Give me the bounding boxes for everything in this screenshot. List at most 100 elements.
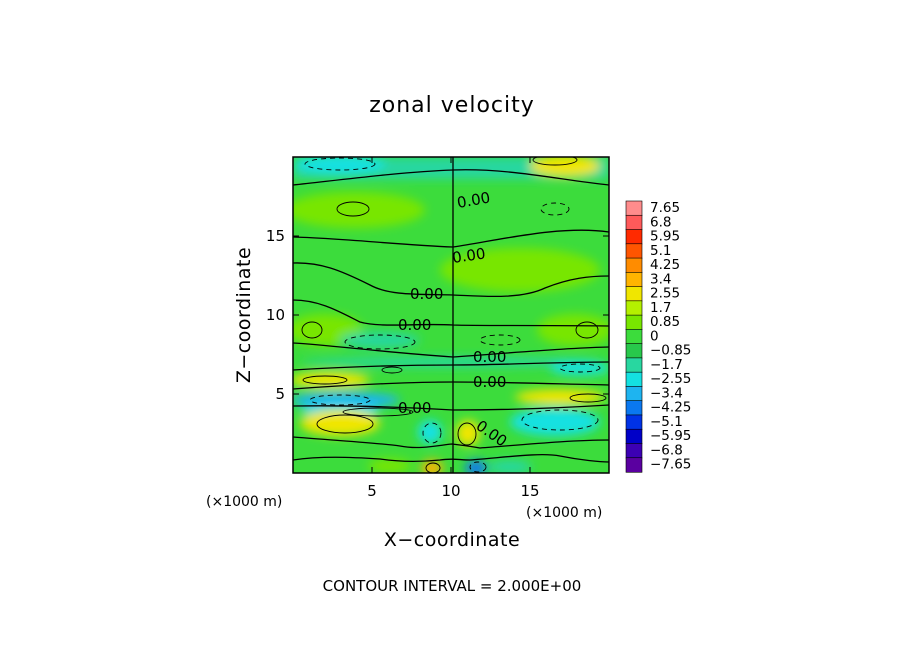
colorbar-swatch	[625, 386, 643, 402]
colorbar-label: 3.4	[650, 271, 671, 287]
contour-interval-note: CONTOUR INTERVAL = 2.000E+00	[323, 577, 582, 595]
contour-loop-negative	[422, 422, 442, 444]
contour-loop-negative	[540, 202, 570, 216]
contour-loop-negative	[304, 157, 376, 171]
colorbar-swatch	[625, 314, 643, 330]
contour-loop	[425, 462, 441, 473]
colorbar-label: 5.1	[650, 243, 671, 259]
field-patch-cyan-right	[550, 361, 609, 375]
colorbar-swatch	[625, 343, 643, 359]
contour-line	[293, 436, 609, 449]
field-patch-lime-upper-left	[293, 192, 425, 228]
contour-loop	[342, 407, 414, 417]
field-patch-lime-bottom-left	[368, 459, 412, 473]
colorbar-swatches	[625, 200, 643, 473]
field-patch-yellow-top-right	[530, 157, 600, 177]
colorbar-label: −1.7	[650, 357, 683, 373]
colorbar-label: 4.25	[650, 257, 680, 273]
contour-line	[293, 454, 609, 463]
y-tick-label: 15	[266, 227, 285, 245]
field-patch-cyan-center	[300, 357, 600, 367]
field-patch-cyan-top-left	[295, 157, 385, 174]
contour-label: 0.00	[473, 373, 506, 391]
y-ticks	[293, 235, 609, 395]
colorbar-label: −0.85	[650, 343, 691, 359]
y-axis: 5 10 15	[266, 227, 609, 403]
colorbar-swatch	[625, 428, 643, 445]
x-axis: 5 10 15	[367, 157, 540, 500]
colorbar-label: 5.95	[650, 229, 680, 245]
x-tick-label: 15	[520, 482, 539, 500]
colorbar-swatch	[625, 272, 643, 288]
contour-loop	[575, 321, 599, 339]
field-patch-yellow-left	[293, 372, 370, 388]
colorbar-label: −6.8	[650, 442, 683, 458]
x-unit-label-left: (×1000 m)	[206, 494, 282, 510]
field-patch-cyan-center-left	[418, 420, 442, 444]
contour-loop	[381, 366, 403, 374]
x-tick-label: 10	[441, 482, 460, 500]
contour-line	[293, 299, 609, 327]
colorbar-swatch	[625, 443, 643, 459]
x-tick-labels: 5 10 15	[367, 482, 539, 500]
contour-loop	[301, 321, 323, 339]
contour-loop-negative	[309, 394, 371, 406]
colorbar-label: −4.25	[650, 400, 691, 416]
contour-loop	[302, 375, 348, 385]
field-patch-yellow-lower-left	[300, 410, 380, 436]
x-tick-label: 5	[367, 482, 377, 500]
contour-lines-dashed	[304, 157, 601, 473]
colorbar-swatch	[625, 243, 643, 259]
colorbar-labels: 7.656.85.955.14.253.42.551.70.850−0.85−1…	[650, 200, 691, 473]
colorbar-swatch	[625, 200, 643, 216]
colorbar-label: 0.85	[650, 314, 680, 330]
colorbar-swatch	[625, 357, 643, 373]
field-patch-yellow-right	[515, 389, 605, 405]
colorbar-swatch	[625, 329, 643, 345]
colorbar-label: −2.55	[650, 371, 691, 387]
colorbar-swatch	[625, 457, 643, 473]
colorbar-swatch	[625, 229, 643, 245]
colorbar-label: −7.65	[650, 457, 691, 473]
y-tick-labels: 5 10 15	[266, 227, 285, 403]
colorbar-label: −3.4	[650, 385, 683, 401]
contour-loop	[457, 422, 477, 446]
colorbar-label: 6.8	[650, 214, 671, 230]
x-unit-label-right: (×1000 m)	[526, 505, 602, 521]
colorbar-label: −5.1	[650, 414, 683, 430]
contour-loop-negative	[479, 334, 521, 346]
colorbar-label: 2.55	[650, 286, 680, 302]
chart-title: zonal velocity	[369, 93, 535, 118]
contour-loop	[336, 201, 370, 217]
colorbar-swatch	[625, 214, 643, 231]
colorbar-swatch	[625, 371, 643, 388]
colorbar-label: 0	[650, 328, 659, 344]
x-axis-title: X−coordinate	[384, 529, 520, 551]
colorbar-label: −5.95	[650, 428, 691, 444]
field-patch-blue-bottom	[465, 460, 487, 473]
field-patch-cyan-bottom-right	[488, 460, 532, 473]
field-patch-cyan-lower-right	[510, 408, 600, 436]
contour-loop-negative	[344, 334, 416, 350]
x-ticks	[371, 157, 531, 473]
contour-label: 0.00	[473, 348, 506, 366]
y-axis-title: Z−coordinate	[233, 247, 255, 383]
contour-lines	[293, 157, 609, 473]
colorbar-swatch	[625, 257, 643, 273]
y-tick-label: 10	[266, 306, 285, 324]
colorbar-swatch	[625, 300, 643, 316]
contour-loop	[316, 414, 374, 434]
colorbar-label: 7.65	[650, 200, 680, 216]
field-patch-lime-mid-right	[537, 314, 609, 346]
contour-label: 0.00	[410, 285, 443, 303]
contour-label: 0.00	[451, 244, 487, 266]
field-patch-lime-upper-right	[440, 248, 600, 292]
contour-label: 0.00	[456, 188, 492, 212]
colorbar-swatch	[625, 414, 643, 430]
colorbar-label: 1.7	[650, 300, 671, 316]
contour-label: 0.00	[398, 399, 431, 417]
colorbar-swatch	[625, 286, 643, 302]
y-tick-label: 5	[275, 385, 285, 403]
colorbar-swatch	[625, 400, 643, 416]
